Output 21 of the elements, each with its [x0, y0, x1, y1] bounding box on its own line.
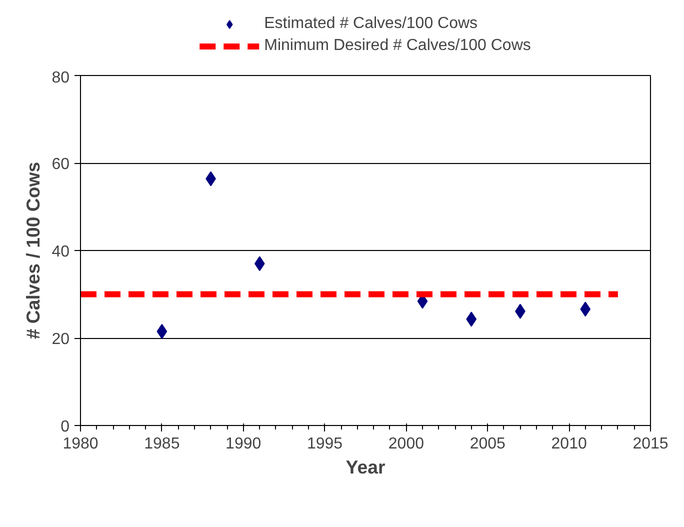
y-tick-label: 60	[52, 156, 70, 173]
x-tick-label: 1995	[306, 436, 343, 452]
point	[156, 324, 168, 339]
x-tick-label: 2005	[470, 436, 506, 452]
y-tick-label: 80	[52, 70, 70, 86]
legend-label: Minimum Desired # Calves/100 Cows	[264, 37, 531, 55]
legend-label: Estimated # Calves/100 Cows	[264, 15, 478, 33]
point	[254, 256, 265, 272]
point	[580, 302, 591, 317]
x-tick-label: 2010	[551, 436, 587, 452]
x-tick-label: 2000	[388, 436, 424, 452]
y-tick-label: 0	[60, 418, 70, 436]
x-tick-label: 1980	[62, 436, 98, 452]
y-axis-title: # Calves / 100 Cows	[22, 162, 44, 340]
x-axis-title: Year	[346, 456, 386, 478]
x-tick-label: 2015	[632, 436, 668, 452]
x-tick-label: 1985	[144, 436, 180, 452]
y-tick-label: 40	[52, 244, 70, 260]
x-tick-label: 1990	[226, 436, 262, 452]
point	[466, 312, 477, 327]
y-tick-label: 20	[52, 331, 70, 348]
